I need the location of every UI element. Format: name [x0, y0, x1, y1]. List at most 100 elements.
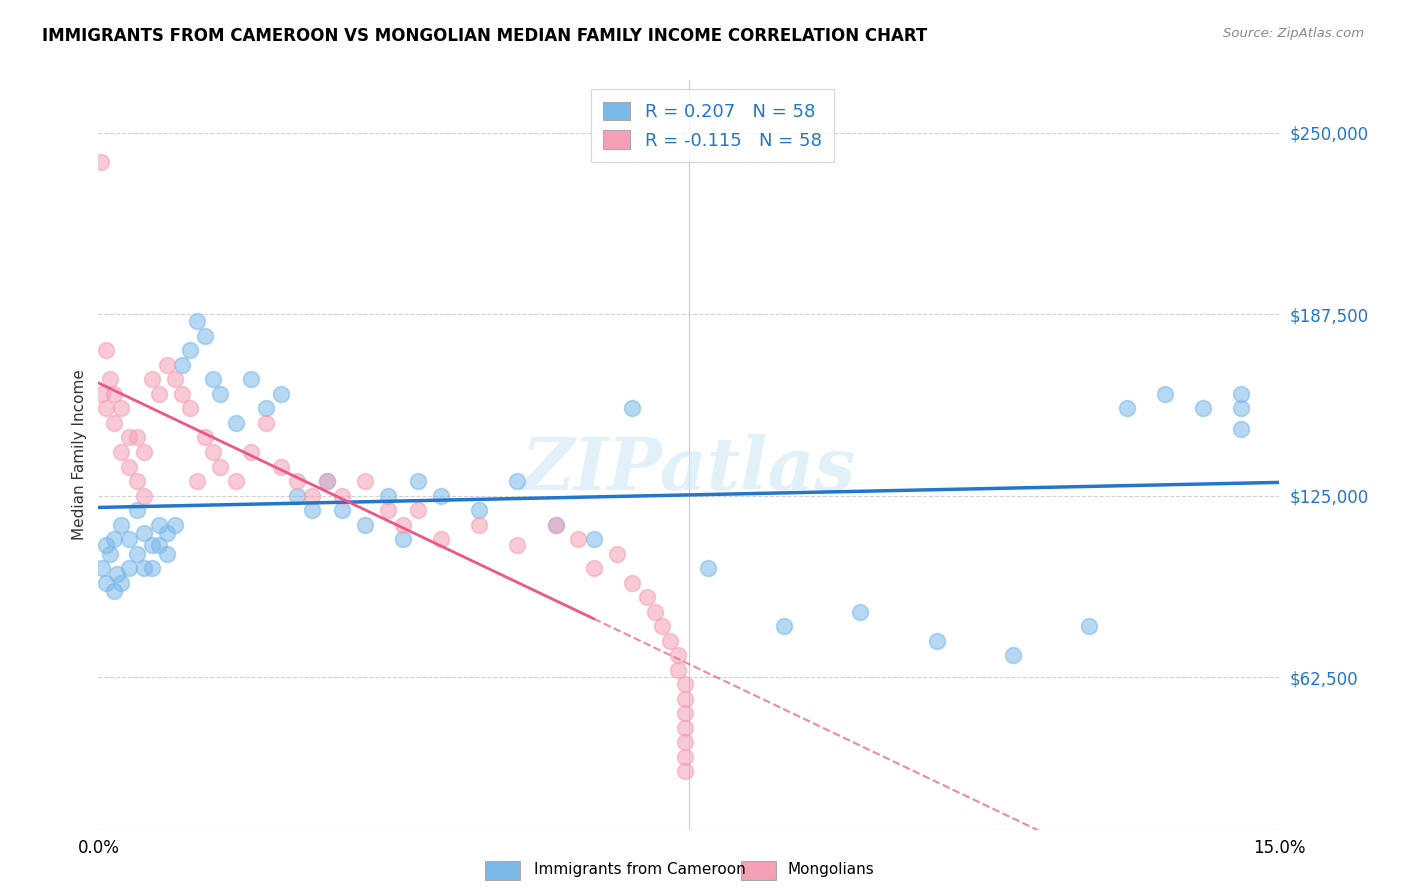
Point [225, 416, 247, 430]
Point [110, 517, 132, 532]
Point [666, 648, 689, 663]
Point [201, 372, 224, 386]
Point [254, 416, 277, 430]
Text: Source: ZipAtlas.com: Source: ZipAtlas.com [1223, 27, 1364, 40]
Point [186, 314, 208, 328]
Point [1116, 401, 1139, 416]
Point [209, 459, 232, 474]
Point [773, 619, 796, 633]
Point [651, 619, 673, 633]
Point [134, 561, 156, 575]
Point [354, 474, 377, 488]
Point [1001, 648, 1024, 663]
Point [408, 503, 430, 517]
Point [194, 430, 217, 444]
Point [301, 503, 323, 517]
Point [134, 445, 156, 459]
Point [148, 387, 170, 401]
Point [673, 706, 696, 721]
Point [606, 547, 628, 561]
Point [506, 538, 529, 552]
Point [94, 575, 117, 590]
Point [103, 387, 125, 401]
Point [430, 532, 453, 546]
Point [125, 547, 148, 561]
Point [110, 401, 132, 416]
Point [179, 401, 201, 416]
Point [582, 532, 605, 546]
Point [186, 474, 208, 488]
Point [408, 474, 430, 488]
Point [148, 517, 170, 532]
Point [118, 561, 141, 575]
Point [673, 721, 696, 735]
Point [179, 343, 201, 358]
Point [544, 517, 567, 532]
Point [620, 575, 643, 590]
Point [118, 459, 141, 474]
Point [270, 459, 292, 474]
Point [1154, 387, 1177, 401]
Point [658, 633, 681, 648]
Point [91, 561, 114, 575]
Point [110, 445, 132, 459]
Point [225, 474, 247, 488]
Point [239, 372, 262, 386]
Point [1078, 619, 1101, 633]
Point [156, 358, 179, 372]
Point [1230, 401, 1253, 416]
Point [1230, 422, 1253, 436]
Point [125, 503, 148, 517]
Point [118, 532, 141, 546]
Point [392, 532, 415, 546]
Point [125, 474, 148, 488]
Point [125, 430, 148, 444]
Point [544, 517, 567, 532]
Point [673, 691, 696, 706]
Point [377, 489, 399, 503]
Point [94, 538, 117, 552]
Point [110, 575, 132, 590]
Point [103, 532, 125, 546]
Point [239, 445, 262, 459]
Point [354, 517, 377, 532]
Point [103, 584, 125, 599]
Text: ZIPatlas: ZIPatlas [522, 434, 856, 506]
Point [316, 474, 339, 488]
Point [141, 538, 163, 552]
Point [330, 503, 353, 517]
Text: IMMIGRANTS FROM CAMEROON VS MONGOLIAN MEDIAN FAMILY INCOME CORRELATION CHART: IMMIGRANTS FROM CAMEROON VS MONGOLIAN ME… [42, 27, 928, 45]
Point [673, 677, 696, 691]
Point [172, 387, 194, 401]
Point [163, 372, 186, 386]
Point [430, 489, 453, 503]
Point [270, 387, 292, 401]
Point [156, 547, 179, 561]
Point [301, 489, 323, 503]
Point [1192, 401, 1215, 416]
Point [644, 605, 666, 619]
Point [107, 566, 129, 581]
Point [377, 503, 399, 517]
Point [141, 561, 163, 575]
Point [673, 764, 696, 779]
Point [172, 358, 194, 372]
Point [94, 343, 117, 358]
Point [285, 474, 308, 488]
Point [392, 517, 415, 532]
Legend: R = 0.207   N = 58, R = -0.115   N = 58: R = 0.207 N = 58, R = -0.115 N = 58 [591, 89, 834, 162]
Text: Immigrants from Cameroon: Immigrants from Cameroon [534, 863, 747, 877]
Point [849, 605, 872, 619]
Point [316, 474, 339, 488]
Point [134, 526, 156, 541]
Point [134, 489, 156, 503]
Point [567, 532, 589, 546]
Point [285, 489, 308, 503]
Point [330, 489, 353, 503]
Point [254, 401, 277, 416]
Text: Mongolians: Mongolians [787, 863, 875, 877]
Point [118, 430, 141, 444]
Point [94, 401, 117, 416]
Point [468, 503, 491, 517]
Point [141, 372, 163, 386]
